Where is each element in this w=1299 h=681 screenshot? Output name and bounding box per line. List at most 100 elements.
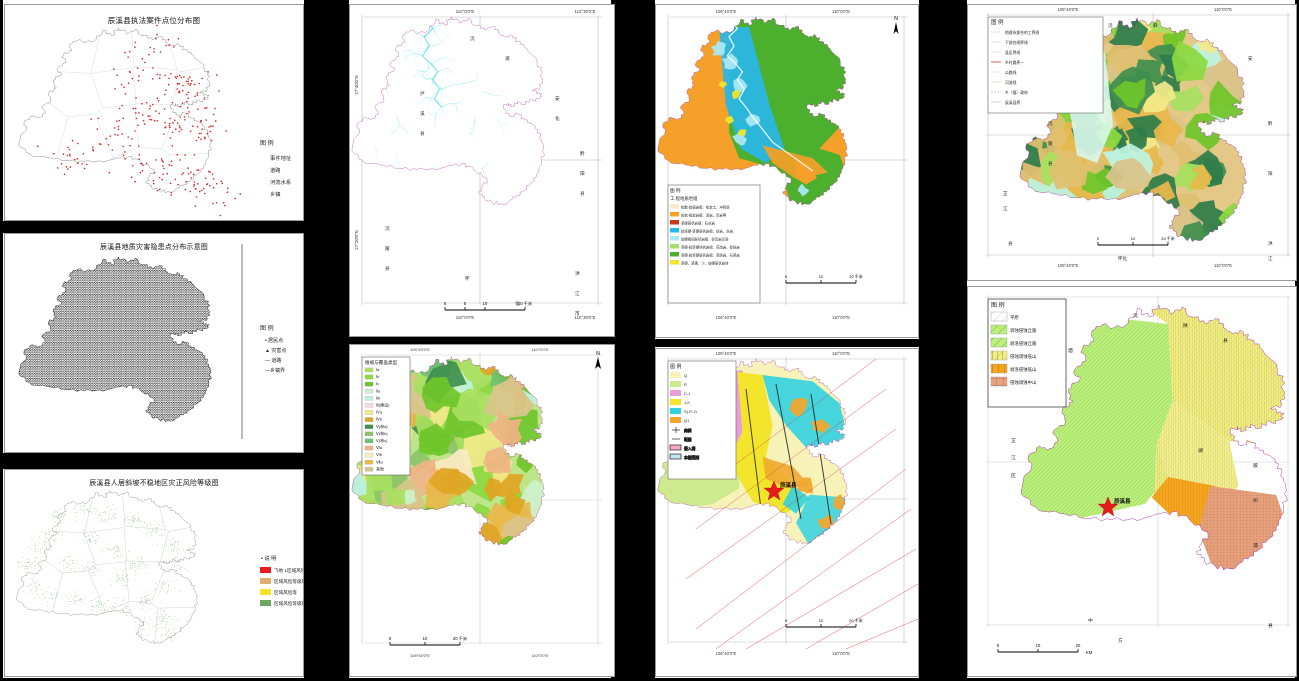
svg-text:20 千米: 20 千米 (1161, 235, 1175, 241)
svg-text:乡镇: 乡镇 (270, 190, 281, 198)
svg-text:图 例: 图 例 (260, 324, 274, 332)
svg-text:乡村路界一: 乡村路界一 (1005, 60, 1024, 65)
svg-text:调蚀侵蚀丘陵: 调蚀侵蚀丘陵 (1010, 327, 1037, 334)
svg-text:Ⅰc: Ⅰc (376, 381, 379, 386)
svg-text:KM: KM (1086, 650, 1093, 655)
svg-text:江: 江 (1268, 255, 1273, 262)
svg-text:109°40'0"E: 109°40'0"E (1058, 263, 1079, 268)
svg-text:沅: 沅 (1048, 120, 1053, 127)
svg-text:110°0'0"E: 110°0'0"E (1214, 263, 1232, 268)
svg-text:5: 5 (464, 301, 467, 306)
svg-text:侵蚀调蚀低山: 侵蚀调蚀低山 (1010, 353, 1036, 360)
svg-text:县: 县 (1008, 241, 1013, 247)
svg-text:沅: 沅 (1133, 312, 1138, 319)
svg-text:Ⅴ(林b): Ⅴ(林b) (376, 430, 388, 436)
svg-text:109°40'0"E: 109°40'0"E (716, 351, 737, 356)
svg-text:江: 江 (1011, 454, 1016, 461)
svg-text:芷: 芷 (1011, 437, 1016, 444)
svg-text:芷: 芷 (1003, 190, 1008, 196)
svg-text:江: 江 (575, 290, 580, 297)
svg-text:109°40'0"E: 109°40'0"E (716, 651, 737, 656)
svg-text:县: 县 (1223, 338, 1228, 344)
svg-text:浦: 浦 (1253, 542, 1258, 549)
svg-text:敞: 敞 (1253, 462, 1258, 469)
svg-text:坚硬、坚硬、少、较硬层状岩体: 坚硬、坚硬、少、较硬层状岩体 (681, 261, 729, 266)
svg-text:10: 10 (483, 301, 488, 306)
svg-text:本幅范围: 本幅范围 (684, 455, 699, 460)
svg-text:植被与覆盖类型: 植被与覆盖类型 (365, 359, 398, 366)
svg-text:坚硬层状岩组：石灰岩: 坚硬层状岩组：石灰岩 (681, 221, 716, 226)
svg-text:湖: 湖 (1198, 447, 1203, 454)
svg-text:0: 0 (785, 274, 788, 279)
svg-text:10: 10 (423, 636, 428, 641)
svg-text:10: 10 (1131, 236, 1136, 241)
svg-text:化: 化 (555, 115, 560, 122)
svg-text:10: 10 (819, 274, 824, 279)
svg-text:0: 0 (785, 618, 788, 623)
svg-text:109°40'0"E: 109°40'0"E (410, 653, 430, 658)
svg-text:• 说 明: • 说 明 (261, 554, 276, 562)
svg-text:较坚硬-坚硬层状岩组：砂岩、灰岩: 较坚硬-坚硬层状岩组：砂岩、灰岩 (681, 229, 734, 234)
svg-text:R: R (684, 382, 687, 387)
svg-text:20 千米: 20 千米 (849, 617, 863, 623)
svg-text:黔: 黔 (1268, 120, 1273, 127)
svg-text:109°40'0"E: 109°40'0"E (716, 9, 737, 14)
svg-text:浦: 浦 (505, 55, 510, 62)
svg-text:10: 10 (1036, 643, 1041, 648)
svg-text:黔: 黔 (580, 150, 585, 157)
svg-text:图 例: 图 例 (670, 187, 681, 194)
svg-text:20 千米: 20 千米 (453, 635, 468, 642)
svg-text:乡（镇）政府: 乡（镇）政府 (1005, 90, 1028, 95)
svg-text:图 例: 图 例 (991, 18, 1004, 26)
svg-text:溪: 溪 (420, 110, 425, 117)
svg-text:Ⅵa: Ⅵa (376, 445, 383, 450)
svg-text:洪: 洪 (1268, 240, 1273, 247)
svg-text:Ⅴ(林c): Ⅴ(林c) (376, 437, 388, 443)
svg-text:110°0'0"E: 110°0'0"E (456, 315, 475, 320)
svg-text:20 千米: 20 千米 (849, 273, 863, 279)
svg-text:飞地 1区域风险点: 飞地 1区域风险点 (274, 567, 304, 574)
svg-text:N: N (596, 351, 600, 357)
svg-text:剥洛侵蚀丘陵: 剥洛侵蚀丘陵 (1010, 340, 1037, 347)
svg-text:图 例: 图 例 (260, 139, 274, 147)
svg-text:辰溪县: 辰溪县 (1114, 497, 1131, 505)
svg-text:公路线: 公路线 (1005, 70, 1017, 75)
svg-text:剥洛侵蚀低山: 剥洛侵蚀低山 (1010, 366, 1036, 373)
svg-text:109°40'0"E: 109°40'0"E (410, 347, 430, 352)
svg-text:▲ 灾害点: ▲ 灾害点 (265, 347, 286, 354)
svg-text:S(-P-J): S(-P-J) (684, 409, 697, 414)
svg-text:0: 0 (389, 636, 392, 641)
svg-text:沅: 沅 (385, 225, 390, 232)
svg-text:道路: 道路 (270, 166, 281, 174)
svg-text:江: 江 (1003, 205, 1008, 212)
svg-text:县: 县 (580, 191, 585, 197)
svg-text:— 道路: — 道路 (265, 357, 281, 364)
svg-text:区域风险等级较大: 区域风险等级较大 (274, 578, 304, 585)
svg-text:110°0'0"E: 110°0'0"E (832, 9, 850, 14)
svg-text:地理市部合的工界线: 地理市部合的工界线 (1005, 30, 1039, 35)
svg-text:麻: 麻 (1153, 22, 1158, 29)
svg-text:图 例: 图 例 (670, 363, 681, 370)
svg-text:20 千米: 20 千米 (518, 300, 533, 307)
svg-text:断层: 断层 (684, 437, 692, 442)
svg-text:Ⅳb: Ⅳb (376, 417, 383, 422)
svg-text:110°30'0"E: 110°30'0"E (575, 9, 596, 14)
svg-text:坚硬-较坚硬块状岩组：花岗岩、砂砾岩: 坚硬-较坚硬块状岩组：花岗岩、砂砾岩 (681, 245, 740, 250)
svg-text:河流线: 河流线 (1005, 80, 1017, 85)
svg-text:27°40'0"N: 27°40'0"N (354, 75, 359, 94)
svg-text:安: 安 (1248, 55, 1253, 62)
svg-text:Q: Q (684, 373, 687, 378)
svg-text:阳: 阳 (580, 170, 585, 177)
svg-text:中: 中 (1088, 617, 1093, 624)
svg-text:27°20'0"N: 27°20'0"N (354, 230, 359, 249)
svg-text:110°0'0"E: 110°0'0"E (456, 9, 475, 14)
svg-text:20: 20 (1076, 643, 1081, 648)
svg-text:110°0'0"E: 110°0'0"E (832, 351, 850, 356)
svg-text:沅: 沅 (470, 35, 475, 42)
svg-text:较软-极软岩组：泥岩、页岩等: 较软-极软岩组：泥岩、页岩等 (681, 213, 727, 218)
svg-text:下部合线界线: 下部合线界线 (1005, 40, 1028, 45)
svg-text:怀化: 怀化 (1118, 255, 1127, 262)
svg-text:软硬相间层状岩组：砂页岩互层: 软硬相间层状岩组：砂页岩互层 (681, 237, 729, 242)
svg-text:0: 0 (1097, 236, 1100, 241)
svg-text:—乡镇界: —乡镇界 (265, 367, 285, 374)
